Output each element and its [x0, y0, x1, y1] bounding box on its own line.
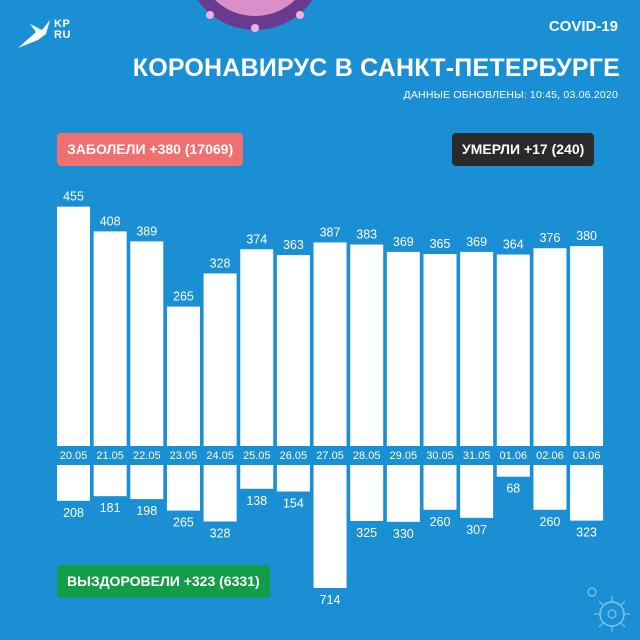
cases-bar: [460, 251, 494, 446]
date-tick-label: 02.06: [536, 450, 564, 462]
date-tick-label: 28.05: [353, 450, 381, 462]
cases-value-label: 364: [503, 238, 524, 252]
recovered-bar: [130, 465, 164, 500]
date-tick-label: 01.06: [500, 450, 528, 462]
kp-logo[interactable]: [16, 18, 88, 54]
recovered-value-label: 138: [246, 494, 267, 508]
date-tick-label: 24.05: [206, 450, 234, 462]
cases-bar: [350, 244, 384, 446]
recovered-value-label: 260: [430, 515, 451, 529]
cases-bar: [57, 206, 90, 446]
recovered-value-label: 260: [540, 515, 561, 529]
recovered-bar: [533, 465, 567, 510]
cases-value-label: 369: [466, 235, 487, 249]
recovered-bar: [313, 465, 347, 588]
cases-bar: [93, 231, 127, 446]
recovered-bar: [203, 465, 237, 522]
recovered-value-label: 325: [356, 526, 377, 540]
date-tick-label: 23.05: [170, 450, 198, 462]
date-tick-label: 27.05: [316, 450, 344, 462]
cases-value-label: 455: [63, 190, 84, 204]
cases-value-label: 376: [540, 231, 561, 245]
date-tick-label: 22.05: [133, 450, 161, 462]
recovered-bar: [166, 465, 200, 511]
recovered-value-label: 208: [63, 506, 84, 520]
virus-illustration: [197, 0, 313, 32]
cases-value-label: 369: [393, 235, 414, 249]
recovered-value-label: 154: [283, 497, 304, 511]
cases-bar: [570, 246, 604, 446]
recovered-value-label: 323: [576, 526, 597, 540]
covid-label: COVID-19: [548, 18, 618, 35]
date-tick-label: 21.05: [96, 450, 124, 462]
cases-value-label: 363: [283, 238, 304, 252]
cases-value-label: 380: [576, 229, 597, 243]
cases-badge: ЗАБОЛЕЛИ +380 (17069): [57, 133, 244, 166]
cases-value-label: 365: [430, 237, 451, 251]
cases-bar: [240, 249, 274, 446]
virus-outline-icon: [587, 587, 630, 632]
recovered-bar: [93, 465, 127, 497]
cases-value-label: 387: [320, 225, 341, 239]
cases-value-label: 265: [173, 290, 194, 304]
cases-value-label: 408: [100, 214, 121, 228]
cases-bar: [313, 242, 347, 446]
recovered-value-label: 181: [100, 501, 121, 515]
logo-text: KP RU: [54, 18, 71, 41]
recovered-value-label: 265: [173, 516, 194, 530]
cases-bar: [166, 306, 200, 446]
updated-timestamp: ДАННЫЕ ОБНОВЛЕНЫ: 10:45, 03.06.2020: [403, 89, 618, 101]
recovered-value-label: 68: [506, 482, 520, 496]
recovered-value-label: 328: [210, 526, 231, 540]
date-tick-label: 25.05: [243, 450, 271, 462]
cases-value-label: 389: [136, 224, 157, 238]
cases-value-label: 374: [246, 232, 267, 246]
recovered-bar: [460, 465, 494, 518]
cases-bar: [423, 254, 457, 446]
cases-bar: [203, 273, 237, 446]
cases-bar: [533, 248, 567, 446]
deaths-badge: УМЕРЛИ +17 (240): [452, 133, 595, 166]
recovered-value-label: 330: [393, 527, 414, 541]
recovered-value-label: 714: [320, 593, 341, 607]
recovered-bar: [240, 465, 274, 489]
recovered-badge: ВЫЗДОРОВЕЛИ +323 (6331): [57, 565, 270, 598]
recovered-bar: [496, 465, 530, 477]
recovered-bar: [423, 465, 457, 510]
date-tick-label: 26.05: [280, 450, 308, 462]
recovered-bar: [350, 465, 384, 521]
recovered-bar: [570, 465, 604, 521]
recovered-bar: [386, 465, 420, 522]
cases-bar: [130, 241, 164, 446]
page-title: КОРОНАВИРУС В САНКТ-ПЕТЕРБУРГЕ: [132, 54, 620, 82]
cases-bar: [276, 255, 310, 446]
date-tick-label: 30.05: [426, 450, 454, 462]
cases-value-label: 328: [210, 256, 231, 270]
cases-bar: [386, 251, 420, 446]
date-tick-label: 03.06: [573, 450, 601, 462]
recovered-bar: [276, 465, 310, 492]
date-tick-label: 29.05: [390, 450, 418, 462]
recovered-value-label: 307: [466, 523, 487, 537]
recovered-bar: [57, 465, 90, 501]
date-tick-label: 20.05: [60, 450, 88, 462]
cases-bar: [496, 254, 530, 446]
recovered-value-label: 198: [136, 504, 157, 518]
cases-value-label: 383: [356, 228, 377, 242]
date-tick-label: 31.05: [463, 450, 491, 462]
